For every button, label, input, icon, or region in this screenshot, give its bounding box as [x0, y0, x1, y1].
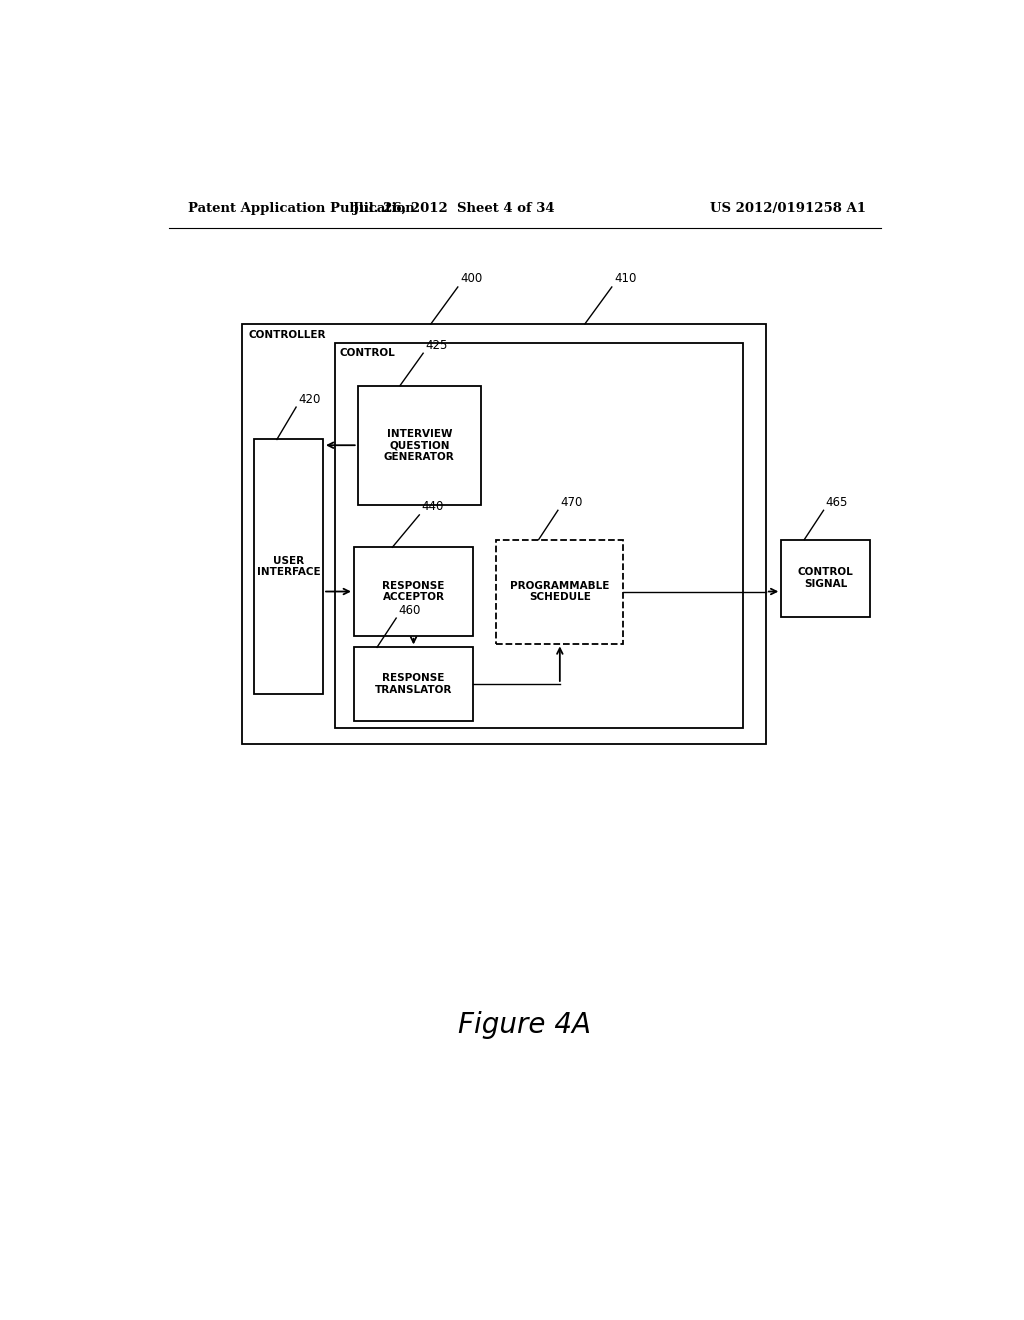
Bar — [335, 343, 742, 729]
Text: RESPONSE
TRANSLATOR: RESPONSE TRANSLATOR — [375, 673, 453, 694]
Text: CONTROL
SIGNAL: CONTROL SIGNAL — [798, 568, 853, 589]
Text: CONTROL: CONTROL — [339, 348, 395, 358]
Text: Patent Application Publication: Patent Application Publication — [188, 202, 415, 215]
Bar — [357, 385, 481, 506]
Text: Jul. 26, 2012  Sheet 4 of 34: Jul. 26, 2012 Sheet 4 of 34 — [353, 202, 555, 215]
Bar — [254, 440, 323, 693]
Bar — [781, 540, 869, 616]
Text: 420: 420 — [298, 392, 321, 405]
Text: 470: 470 — [560, 496, 583, 508]
Text: 425: 425 — [425, 339, 447, 351]
Text: RESPONSE
ACCEPTOR: RESPONSE ACCEPTOR — [382, 581, 444, 602]
Text: 410: 410 — [614, 272, 637, 285]
Text: CONTROLLER: CONTROLLER — [249, 330, 326, 341]
Text: PROGRAMMABLE
SCHEDULE: PROGRAMMABLE SCHEDULE — [510, 581, 609, 602]
Text: 460: 460 — [398, 603, 421, 616]
Text: Figure 4A: Figure 4A — [459, 1011, 591, 1039]
Bar — [497, 540, 624, 644]
Text: INTERVIEW
QUESTION
GENERATOR: INTERVIEW QUESTION GENERATOR — [384, 429, 455, 462]
Text: USER
INTERFACE: USER INTERFACE — [257, 556, 321, 577]
Bar — [354, 548, 473, 636]
Text: US 2012/0191258 A1: US 2012/0191258 A1 — [710, 202, 866, 215]
Text: 440: 440 — [422, 500, 444, 513]
Bar — [243, 323, 766, 743]
Text: 400: 400 — [460, 272, 482, 285]
Text: 465: 465 — [826, 496, 848, 508]
Bar — [354, 647, 473, 721]
